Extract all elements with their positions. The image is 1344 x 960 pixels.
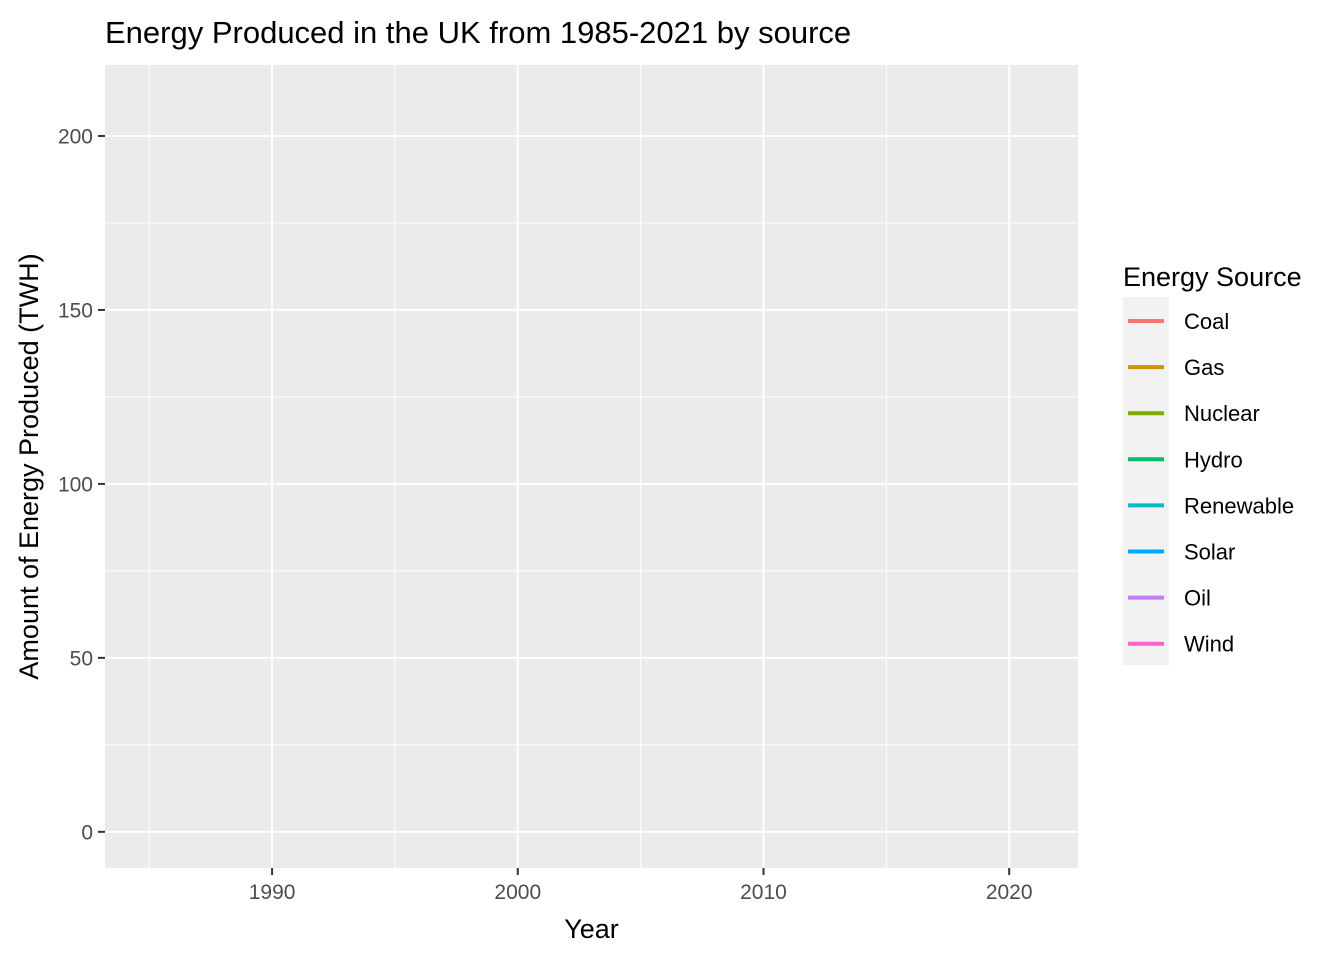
x-tick-label: 2020 [986, 881, 1033, 904]
y-tick-label: 0 [81, 821, 93, 844]
y-axis-title: Amount of Energy Produced (TWH) [14, 253, 44, 679]
legend-label-oil: Oil [1184, 586, 1211, 611]
legend-label-wind: Wind [1184, 632, 1234, 657]
minor-gridlines [105, 65, 1078, 868]
y-axis: 0 50 100 150 200 [58, 125, 105, 844]
x-axis: 1990 2000 2010 2020 [249, 868, 1033, 904]
legend: Energy Source Coal Gas Nuclear Hydro Renewab… [1123, 262, 1302, 665]
chart-title: Energy Produced in the UK from 1985-2021… [105, 15, 851, 50]
major-gridlines [105, 65, 1078, 868]
y-tick-label: 100 [58, 473, 93, 496]
y-tick-label: 150 [58, 299, 93, 322]
plot-panel [105, 65, 1078, 868]
legend-label-gas: Gas [1184, 355, 1224, 380]
y-tick-label: 50 [70, 647, 93, 670]
legend-key-background [1123, 297, 1169, 665]
x-tick-label: 1990 [249, 881, 296, 904]
x-tick-label: 2010 [740, 881, 787, 904]
x-tick-label: 2000 [494, 881, 541, 904]
y-tick-label: 200 [58, 125, 93, 148]
x-axis-title: Year [564, 914, 619, 944]
legend-items: Coal Gas Nuclear Hydro Renewable Solar Oil Wind [1128, 309, 1294, 657]
legend-label-renewable: Renewable [1184, 493, 1294, 518]
legend-label-hydro: Hydro [1184, 447, 1243, 472]
legend-label-coal: Coal [1184, 309, 1229, 334]
legend-label-solar: Solar [1184, 540, 1235, 565]
legend-label-nuclear: Nuclear [1184, 401, 1260, 426]
legend-title: Energy Source [1123, 262, 1302, 292]
